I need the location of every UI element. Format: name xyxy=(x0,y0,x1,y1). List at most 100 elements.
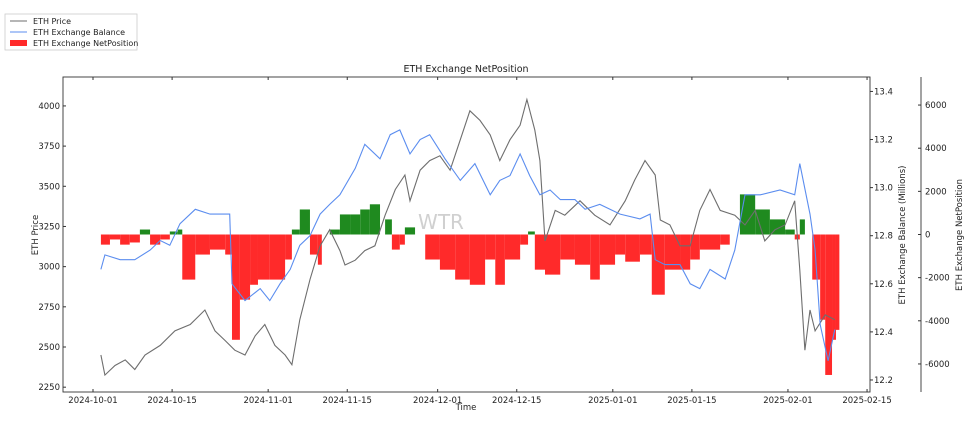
netposition-bar xyxy=(109,234,121,240)
netposition-bar xyxy=(651,234,665,295)
netposition-bar xyxy=(799,219,805,235)
netposition-axis-tick-label: 2000 xyxy=(925,187,947,197)
netposition-bar xyxy=(209,234,226,250)
price-axis-tick-label: 2750 xyxy=(38,303,60,313)
y-axis-netposition-label: ETH Exchange NetPosition xyxy=(955,179,965,291)
legend-price-label: ETH Price xyxy=(33,17,71,26)
netposition-bar xyxy=(835,234,840,330)
balance-axis-tick-label: 12.2 xyxy=(874,376,893,386)
x-tick-label: 2025-01-01 xyxy=(588,396,637,406)
balance-axis-tick-label: 13.2 xyxy=(874,136,893,146)
x-tick-label: 2024-11-01 xyxy=(243,396,292,406)
netposition-bar xyxy=(528,231,535,235)
netposition-bar xyxy=(360,209,370,235)
netposition-bar xyxy=(385,219,392,235)
netposition-bar xyxy=(832,234,836,340)
netposition-bar xyxy=(485,234,496,260)
netposition-bar xyxy=(257,234,270,280)
netposition-axis-tick-label: -4000 xyxy=(925,317,950,327)
netposition-bar xyxy=(339,214,351,235)
netposition-bar xyxy=(404,227,416,235)
netposition-bar xyxy=(129,234,140,243)
netposition-axis-tick-label: -6000 xyxy=(925,360,950,370)
netposition-bar xyxy=(812,234,821,280)
netposition-bar xyxy=(239,234,251,300)
netposition-bar xyxy=(625,234,640,262)
netposition-bar xyxy=(350,214,361,235)
price-axis-tick-label: 2250 xyxy=(38,383,60,393)
netposition-bar xyxy=(150,234,161,245)
netposition-bar xyxy=(177,229,183,235)
netposition-bar xyxy=(317,234,322,265)
netposition-bar xyxy=(755,209,770,235)
netposition-bar xyxy=(590,234,600,280)
balance-line xyxy=(100,129,836,361)
price-axis-tick-label: 3250 xyxy=(38,222,60,232)
netposition-bar xyxy=(100,234,110,245)
netposition-bar xyxy=(160,234,170,240)
price-axis-tick-label: 3000 xyxy=(38,263,60,273)
legend-balance-label: ETH Exchange Balance xyxy=(33,28,125,37)
netposition-bar xyxy=(820,234,826,320)
y-axis-balance-label: ETH Exchange Balance (Millions) xyxy=(898,166,908,305)
netposition-bar xyxy=(560,234,575,260)
netposition-bar xyxy=(469,234,486,285)
plot-frame xyxy=(62,76,871,393)
legend-net-swatch xyxy=(10,40,27,46)
legend-net-label: ETH Exchange NetPosition xyxy=(33,39,138,48)
netposition-bar xyxy=(504,234,521,260)
price-axis-tick-label: 2500 xyxy=(38,343,60,353)
netposition-bar xyxy=(269,234,286,280)
netposition-axis-tick-label: 0 xyxy=(925,231,930,241)
netposition-bar xyxy=(195,234,210,255)
plot-marks xyxy=(100,97,840,377)
x-tick-label: 2024-12-15 xyxy=(492,396,541,406)
netposition-bar xyxy=(699,234,721,250)
netposition-bar xyxy=(545,234,561,275)
netposition-bar xyxy=(399,234,405,245)
netposition-bar xyxy=(825,234,833,375)
netposition-bar xyxy=(720,234,730,245)
netposition-bar xyxy=(664,234,681,270)
netposition-bar xyxy=(785,229,795,235)
axes: 2024-10-01 2024-10-15 2024-11-01 2024-11-15… xyxy=(38,76,950,406)
legend: ETH Price ETH Exchange Balance ETH Excha… xyxy=(4,13,138,51)
chart-title: ETH Exchange NetPosition xyxy=(403,64,528,75)
watermark: WTR xyxy=(418,210,464,234)
netposition-bar xyxy=(534,234,545,270)
netposition-bar xyxy=(225,234,232,255)
x-tick-label: 2025-02-15 xyxy=(842,396,891,406)
x-tick-label: 2025-01-15 xyxy=(667,396,716,406)
netposition-bar xyxy=(391,234,400,250)
netposition-bar xyxy=(369,204,381,235)
price-axis-tick-label: 4000 xyxy=(38,102,60,112)
netposition-bar xyxy=(120,234,130,245)
netposition-bar xyxy=(574,234,591,265)
balance-axis-tick-label: 13.0 xyxy=(874,184,893,194)
netposition-bar xyxy=(639,234,652,255)
y-axis-price-label: ETH Price xyxy=(31,215,41,255)
balance-axis-tick-label: 12.8 xyxy=(874,232,893,242)
x-tick-label: 2024-11-15 xyxy=(323,396,372,406)
balance-axis-tick-label: 12.4 xyxy=(874,328,893,338)
x-tick-label: 2024-10-15 xyxy=(147,396,196,406)
netposition-bar xyxy=(495,234,505,285)
netposition-bar xyxy=(425,234,440,260)
netposition-bar xyxy=(680,234,691,270)
netposition-bar xyxy=(182,234,196,280)
netposition-bar xyxy=(285,234,292,260)
netposition-bar xyxy=(599,234,616,265)
netposition-bar xyxy=(690,234,700,260)
netposition-bar xyxy=(169,231,178,235)
netposition-bar xyxy=(291,229,300,235)
netposition-axis-tick-label: -2000 xyxy=(925,274,950,284)
price-axis-tick-label: 3750 xyxy=(38,142,60,152)
balance-axis-tick-label: 12.6 xyxy=(874,280,893,290)
x-axis-label: Time xyxy=(455,403,477,413)
netposition-bar xyxy=(439,234,456,270)
x-tick-label: 2024-10-01 xyxy=(68,396,117,406)
price-axis-tick-label: 3500 xyxy=(38,182,60,192)
netposition-bar xyxy=(615,234,626,255)
netposition-axis-tick-label: 6000 xyxy=(925,101,947,111)
